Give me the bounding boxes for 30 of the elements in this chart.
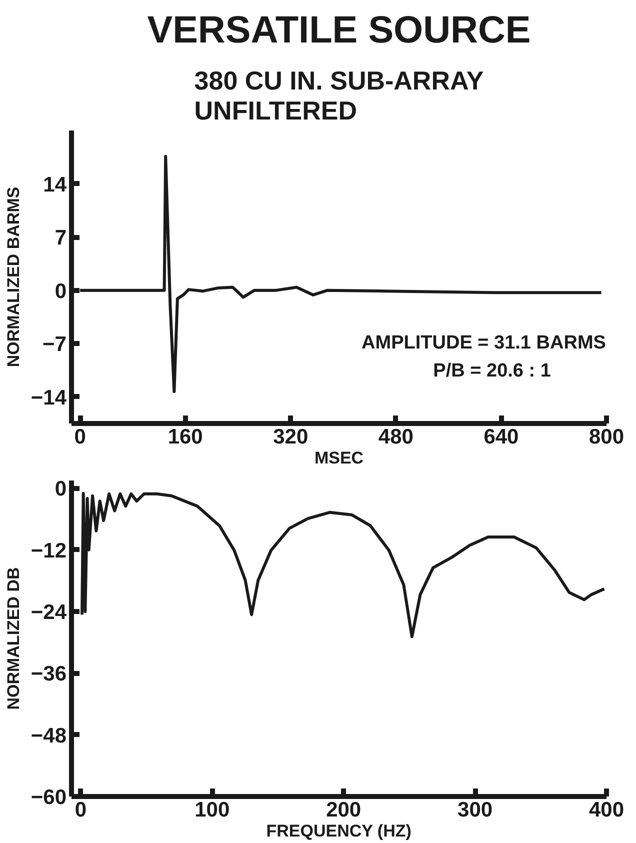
x-axis-title: MSEC xyxy=(314,448,364,468)
y-tick-label: 7 xyxy=(54,226,67,250)
x-tick-label: 800 xyxy=(588,426,624,448)
y-axis-title: NORMALIZED BARMS xyxy=(4,186,23,368)
y-tick-label: 14 xyxy=(43,173,67,196)
chart-subtitle: 380 CU IN. SUB-ARRAY UNFILTERED xyxy=(194,66,484,126)
y-tick-label: −48 xyxy=(30,724,67,748)
x-axis-title: FREQUENCY (HZ) xyxy=(266,822,412,840)
y-tick-label: −60 xyxy=(30,786,67,809)
x-tick-label: 320 xyxy=(273,426,308,448)
annotation: AMPLITUDE = 31.1 BARMS xyxy=(362,332,606,354)
annotation: P/B = 20.6 : 1 xyxy=(433,360,552,382)
x-tick-label: 200 xyxy=(326,798,362,822)
y-tick-label: −12 xyxy=(30,539,67,562)
x-tick-label: 100 xyxy=(194,798,230,822)
x-tick-label: 0 xyxy=(74,426,86,448)
y-tick-label: −36 xyxy=(30,662,67,686)
y-tick-label: 0 xyxy=(54,280,67,303)
x-tick-label: 160 xyxy=(168,426,203,448)
x-tick-label: 0 xyxy=(74,798,87,822)
y-axis-title: NORMALIZED DB xyxy=(4,567,23,710)
y-tick-label: 0 xyxy=(54,478,67,501)
y-tick-label: −14 xyxy=(30,386,67,410)
x-tick-label: 400 xyxy=(588,798,624,822)
x-tick-label: 480 xyxy=(378,426,414,448)
y-tick-label: −7 xyxy=(42,333,67,356)
x-tick-label: 300 xyxy=(458,798,493,822)
x-tick-label: 640 xyxy=(484,426,519,448)
y-tick-label: −24 xyxy=(30,601,67,624)
chart-title: VERSATILE SOURCE xyxy=(147,10,531,52)
